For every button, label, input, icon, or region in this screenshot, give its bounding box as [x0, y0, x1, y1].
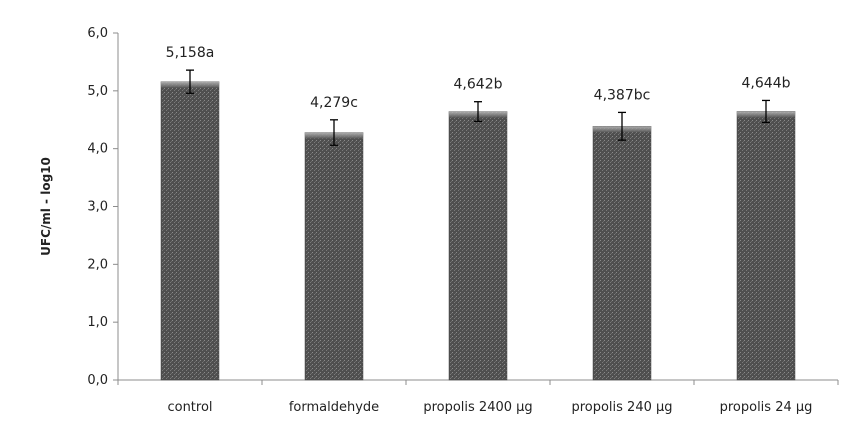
y-tick-label: 5,0 — [87, 84, 108, 99]
data-label: 4,644b — [742, 75, 791, 91]
y-tick-label: 3,0 — [87, 200, 108, 215]
labels-group: 0,0 1,0 2,0 3,0 4,0 5,0 6,0 5,158a control 4,279c… — [87, 26, 812, 415]
bar — [304, 132, 364, 381]
data-label: 5,158a — [166, 45, 215, 61]
bar — [736, 111, 796, 381]
data-label: 4,279c — [310, 95, 358, 111]
data-label: 4,387bc — [594, 87, 651, 103]
category-label: propolis 24 µg — [720, 400, 813, 415]
category-label: propolis 2400 µg — [423, 400, 532, 415]
y-tick-label: 0,0 — [87, 373, 108, 388]
data-label: 4,642b — [454, 77, 503, 93]
bar — [592, 126, 652, 381]
category-label: control — [167, 400, 212, 415]
y-tick-label: 2,0 — [87, 257, 108, 272]
y-axis-title: UFC/ml - log10 — [39, 157, 53, 256]
bars-group — [160, 69, 796, 381]
y-tick-label: 4,0 — [87, 142, 108, 157]
y-tick-label: 6,0 — [87, 26, 108, 41]
y-tick-label: 1,0 — [87, 315, 108, 330]
category-label: propolis 240 µg — [571, 400, 672, 415]
bar — [448, 111, 508, 381]
category-label: formaldehyde — [289, 400, 379, 415]
bar — [160, 81, 220, 381]
